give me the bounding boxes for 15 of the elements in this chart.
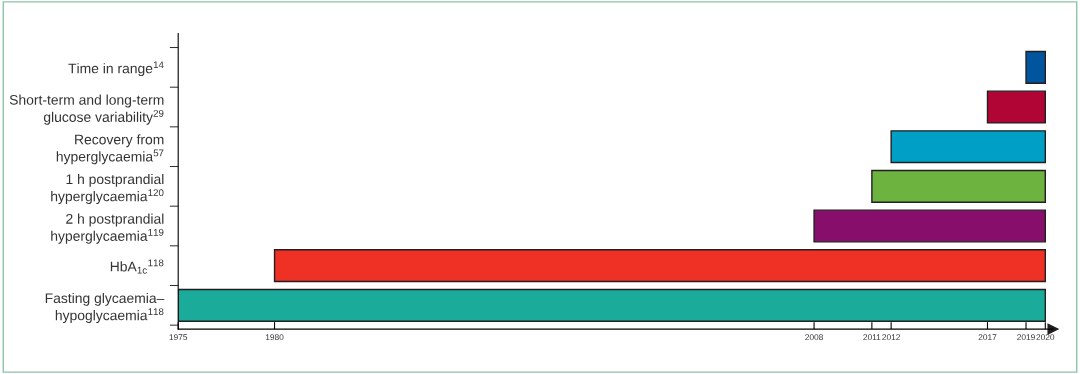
y-tick-label: 1 h postprandial hyperglycaemia$^{120}$: [51, 173, 164, 205]
x-tick-label: 2020: [1036, 334, 1055, 341]
x-tick-label: 1975: [169, 334, 188, 341]
y-tick-label: Recovery from hyperglycaemia$^{57}$: [56, 134, 164, 165]
y-tick-label: HbA$_{1c}$$^{118}$: [110, 259, 164, 274]
y-tick-label: 2 h postprandial hyperglycaemia$^{119}$: [51, 213, 164, 244]
x-tick-label: 2017: [978, 334, 997, 341]
x-tick-label: 2011: [863, 334, 881, 341]
x-tick-label: 1980: [265, 334, 284, 341]
x-tick-label: 2019: [1017, 334, 1035, 341]
y-tick-label: Time in range$^{14}$: [68, 61, 164, 77]
y-tick-label: Fasting glycaemia– hypoglycaemia$^{118}$: [45, 292, 165, 324]
x-tick-label: 2008: [805, 334, 823, 341]
y-tick-label: Short-term and long-term glucose variability$^{29}$: [9, 94, 164, 125]
x-tick-label: 2012: [882, 334, 900, 341]
